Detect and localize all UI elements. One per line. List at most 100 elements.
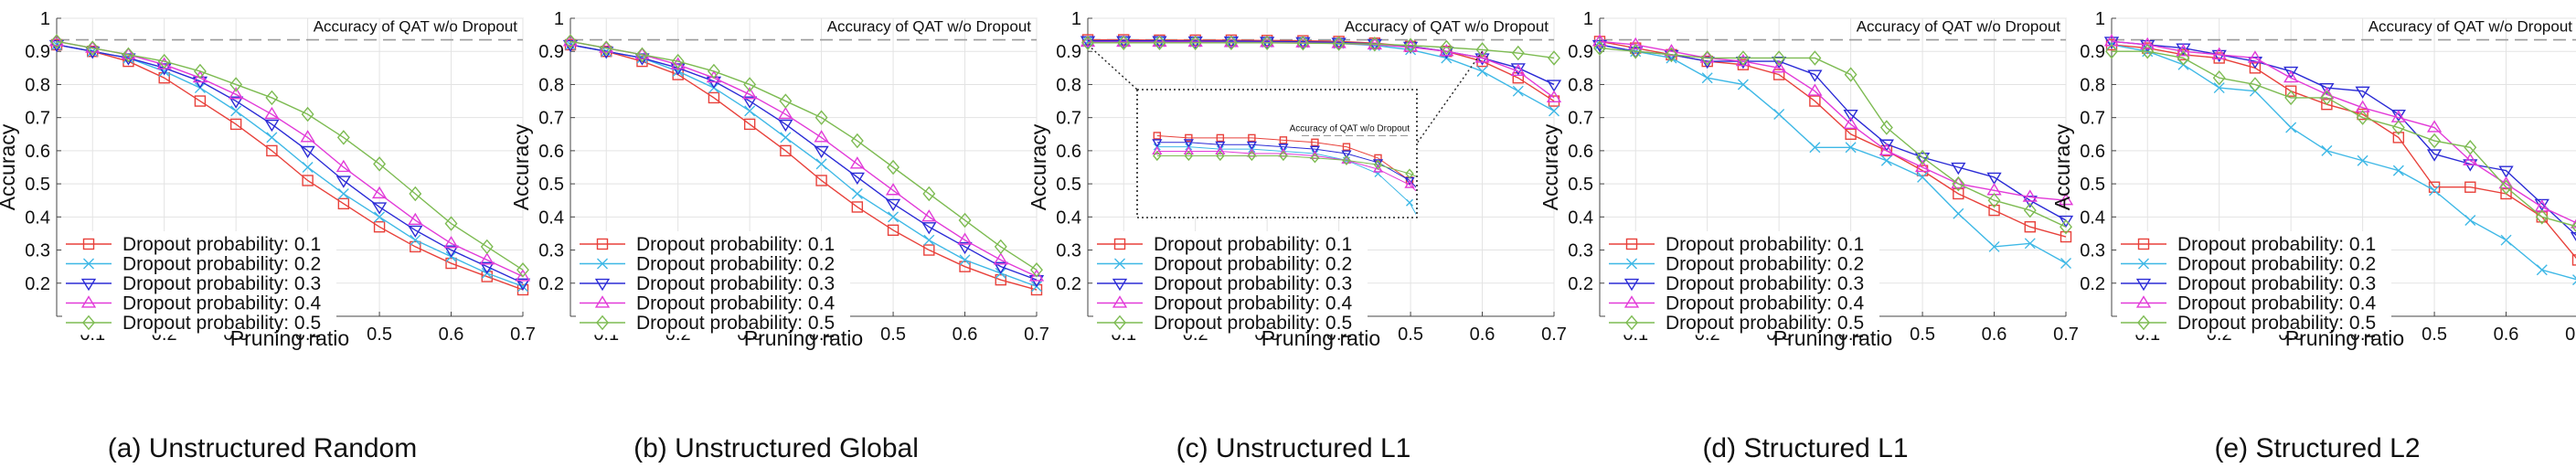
legend-label: Dropout probability: 0.3 [1154, 273, 1352, 294]
legend-entry: Dropout probability: 0.1 [1609, 234, 1864, 255]
legend-entry: Dropout probability: 0.4 [2121, 293, 2376, 314]
tick-label-y: 0.2 [1056, 274, 1081, 294]
tick-label-x: 0.5 [2422, 324, 2447, 345]
data-point [1591, 34, 1608, 47]
legend-label: Dropout probability: 0.3 [2177, 273, 2376, 294]
data-point [1737, 79, 1749, 90]
data-point [2060, 218, 2072, 235]
tick-label-x: 0.6 [2494, 324, 2519, 345]
data-point [2321, 144, 2333, 156]
data-point [50, 38, 63, 51]
legend-marker [594, 295, 611, 308]
panel-caption: (c) Unstructured L1 [1176, 433, 1411, 463]
data-point [778, 106, 793, 120]
legend-marker [83, 258, 94, 270]
data-point [814, 130, 829, 143]
legend-marker [594, 278, 611, 292]
inset-data-point [1215, 145, 1226, 155]
legend-marker [82, 314, 95, 331]
data-point [923, 234, 935, 246]
data-point [2571, 254, 2576, 266]
data-point [1295, 35, 1311, 48]
tick-label-y: 0.2 [1568, 274, 1593, 294]
data-point [601, 46, 612, 58]
tick-label-x: 0.6 [953, 324, 978, 345]
reference-label: Accuracy of QAT w/o Dropout [314, 18, 518, 36]
data-point [671, 53, 685, 69]
data-point [2392, 165, 2404, 176]
data-point [1332, 36, 1346, 51]
series-5 [50, 34, 529, 278]
data-point [2140, 37, 2156, 50]
data-point [922, 186, 936, 202]
y-axis-label: Accuracy [2050, 123, 2074, 210]
series-line [56, 40, 524, 271]
data-point [1548, 50, 1560, 66]
data-point [815, 175, 827, 186]
legend-label: Dropout probability: 0.3 [122, 273, 321, 294]
data-point [1879, 120, 1893, 135]
legend-marker [1114, 258, 1125, 270]
panel-1: 0.20.30.40.50.60.70.80.910.10.20.30.40.5… [0, 9, 536, 463]
data-point [1030, 262, 1043, 278]
data-point [2284, 85, 2297, 97]
data-point [2320, 90, 2334, 106]
x-axis-label: Pruning ratio [2285, 326, 2404, 350]
data-point [2429, 185, 2441, 197]
data-point [672, 69, 684, 80]
legend-marker [2137, 314, 2150, 331]
panel-caption: (b) Unstructured Global [633, 433, 919, 463]
tick-label-y: 0.8 [1568, 75, 1593, 95]
data-point [480, 239, 494, 255]
data-point [1951, 162, 1966, 176]
series-1 [564, 38, 1043, 296]
legend-marker [2137, 238, 2150, 250]
legend-marker [1623, 278, 1640, 292]
data-point [1630, 42, 1642, 54]
reference-label: Accuracy of QAT w/o Dropout [1857, 18, 2061, 36]
data-point [1512, 85, 1524, 97]
data-point [2464, 181, 2476, 193]
tick-label-y: 0.4 [1056, 207, 1081, 228]
data-point [1844, 67, 1857, 82]
data-point [562, 34, 579, 47]
legend-label: Dropout probability: 0.5 [2177, 313, 2376, 334]
inset-data-point [1216, 133, 1225, 143]
legend-marker [80, 278, 97, 292]
legend-label: Dropout probability: 0.4 [1154, 293, 1352, 314]
legend-entry: Dropout probability: 0.3 [1097, 273, 1352, 294]
tick-label-y: 0.5 [1568, 175, 1593, 195]
data-point [1628, 47, 1644, 59]
data-point [48, 34, 65, 47]
data-point [1952, 176, 1965, 192]
legend-entry: Dropout probability: 0.4 [66, 293, 321, 314]
data-point [264, 119, 280, 133]
tick-label-x: 0.6 [439, 324, 464, 345]
tick-label-y: 0.8 [2080, 75, 2105, 95]
data-point [1512, 71, 1524, 84]
tick-label-y: 1 [1071, 9, 1081, 29]
legend-entry: Dropout probability: 0.2 [580, 254, 835, 275]
data-point [2463, 153, 2478, 165]
series-line [1599, 44, 2067, 264]
data-point [1117, 35, 1131, 51]
legend-label: Dropout probability: 0.5 [1154, 313, 1352, 334]
legend-entry: Dropout probability: 0.4 [1097, 293, 1352, 314]
data-point [2060, 230, 2072, 243]
data-point [1807, 69, 1823, 82]
data-point [887, 224, 899, 237]
inset-data-point [1278, 144, 1289, 153]
data-point [2105, 43, 2118, 59]
data-point [2391, 120, 2405, 135]
data-point [336, 130, 350, 145]
data-point [779, 93, 793, 109]
data-point [229, 96, 244, 109]
legend-entry: Dropout probability: 0.1 [66, 234, 321, 255]
x-axis-label: Pruning ratio [1261, 326, 1380, 350]
legend-marker [596, 314, 609, 331]
data-point [444, 216, 458, 231]
tick-label-y: 0.5 [538, 175, 564, 195]
legend-label: Dropout probability: 0.4 [122, 293, 321, 314]
data-point [300, 130, 315, 143]
data-point [229, 118, 242, 131]
